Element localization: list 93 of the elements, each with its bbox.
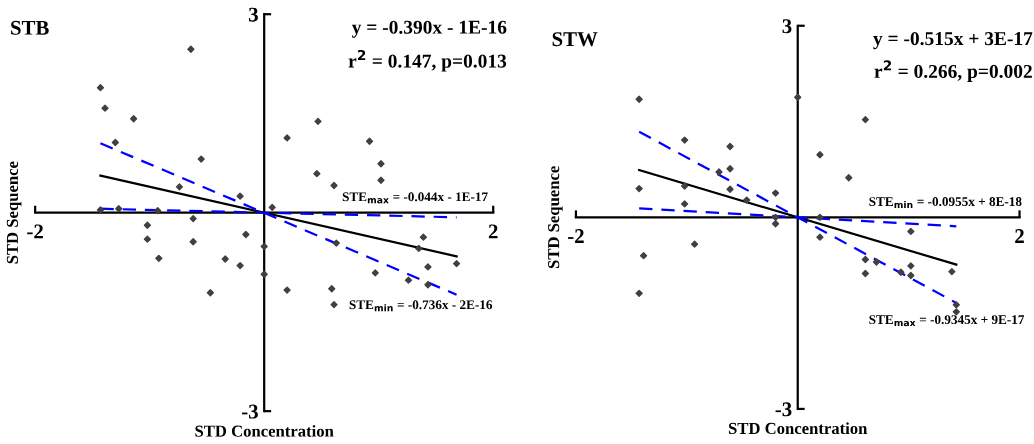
y-axis-title: STD Sequence: [548, 166, 563, 269]
point: [680, 182, 689, 190]
point: [726, 142, 734, 151]
point: [129, 115, 138, 123]
point: [283, 286, 291, 294]
point: [377, 176, 385, 184]
point: [816, 213, 824, 221]
annotation: STE$_{min}$ = -0.0955x + 8E-18: [869, 197, 1022, 209]
point: [236, 261, 244, 270]
point: [872, 258, 881, 266]
point: [907, 271, 915, 280]
point: [861, 115, 870, 124]
point: [635, 184, 643, 193]
point: [143, 235, 152, 243]
point: [187, 45, 195, 53]
point: [96, 206, 105, 214]
x-tick-label: -2: [27, 224, 43, 239]
point: [816, 233, 824, 241]
annotation: r$^{2}$ = 0.266, p=0.002: [874, 60, 1032, 82]
point: [268, 203, 276, 212]
point: [242, 230, 250, 239]
point: [419, 233, 428, 241]
point: [115, 205, 123, 213]
point: [101, 104, 109, 112]
point: [897, 268, 905, 276]
point: [948, 267, 956, 276]
point: [845, 174, 853, 182]
annotation: STE$_{max}$ = -0.044x - 1E-17: [342, 192, 488, 204]
point: [377, 160, 385, 168]
annotation: y = -0.515x + 3E-17: [873, 32, 1033, 50]
point: [260, 242, 268, 251]
point: [154, 207, 162, 215]
annotation: STE$_{max}$ = -0.9345x + 9E-17: [869, 315, 1025, 327]
point: [635, 95, 643, 103]
point: [639, 252, 648, 260]
point: [328, 285, 336, 293]
point: [221, 255, 229, 263]
point: [861, 269, 870, 278]
annotation: r$^{2}$ = 0.147, p=0.013: [348, 49, 507, 72]
point: [96, 83, 105, 92]
point: [771, 189, 780, 197]
point: [680, 200, 689, 208]
point: [332, 239, 340, 247]
point: [197, 155, 205, 163]
point: [313, 170, 321, 178]
point: [680, 136, 689, 144]
point: [404, 276, 413, 284]
point: [907, 262, 915, 270]
point: [726, 185, 734, 193]
x-tick-label: 2: [1015, 229, 1024, 243]
annotation: STE$_{min}$ = -0.736x - 2E-16: [349, 300, 493, 312]
point: [371, 269, 379, 277]
x-axis-title: STD Concentration: [728, 422, 868, 435]
point: [743, 196, 751, 204]
point: [365, 137, 374, 145]
point: [330, 181, 338, 190]
point: [415, 244, 423, 253]
annotation: y = -0.390x - 1E-16: [351, 20, 507, 38]
y-tick-label: 3: [782, 19, 792, 34]
x-tick-label: 2: [488, 224, 498, 239]
point: [236, 192, 244, 200]
point: [206, 289, 215, 297]
point: [189, 238, 197, 246]
chart-title: STB: [11, 20, 49, 35]
point: [189, 214, 197, 223]
point: [283, 134, 291, 142]
point: [111, 138, 119, 147]
y-tick-label: -3: [242, 404, 258, 419]
point: [816, 151, 824, 159]
y-tick-label: -3: [775, 402, 792, 417]
y-tick-label: 3: [249, 7, 258, 22]
point: [771, 213, 780, 221]
point: [771, 220, 780, 228]
point: [907, 227, 915, 236]
x-axis-title: STD Concentration: [195, 425, 334, 437]
y-axis-title: STD Sequence: [6, 161, 22, 264]
point: [260, 270, 268, 278]
point: [794, 93, 802, 101]
point: [690, 240, 699, 248]
point: [424, 263, 432, 271]
point: [635, 289, 643, 297]
point: [452, 259, 461, 268]
point: [175, 183, 184, 191]
point: [143, 221, 152, 229]
point: [314, 117, 322, 126]
point: [952, 301, 960, 309]
point: [861, 255, 870, 264]
point: [424, 281, 432, 289]
x-tick-label: -2: [568, 229, 584, 243]
point: [726, 165, 734, 173]
point: [330, 300, 338, 309]
point: [155, 254, 163, 262]
chart-title: STW: [552, 32, 598, 47]
